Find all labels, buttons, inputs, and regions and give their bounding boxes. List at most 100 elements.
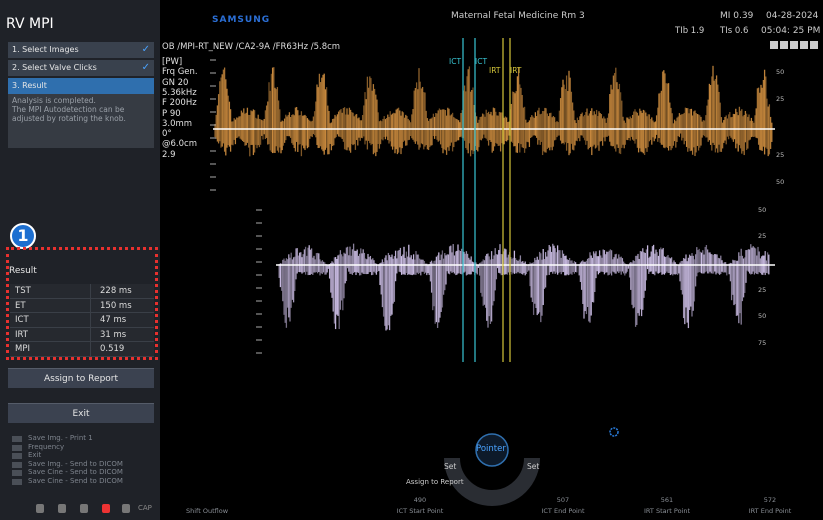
result-label: MPI bbox=[15, 344, 30, 355]
result-value: 150 ms bbox=[100, 300, 132, 311]
point-label: ICT End Point bbox=[541, 507, 585, 515]
hint-text: Save Cine - Send to DICOM bbox=[28, 468, 123, 476]
status-icon bbox=[36, 504, 44, 513]
result-label: ICT bbox=[15, 315, 29, 326]
param: Frq Gen. bbox=[162, 67, 198, 78]
param: 3.0mm bbox=[162, 118, 193, 129]
col-sep bbox=[90, 284, 91, 298]
result-title: Result bbox=[9, 266, 37, 276]
scale-label: 50 bbox=[758, 312, 767, 320]
description-line: The MPI Autodetection can be bbox=[12, 105, 125, 114]
left-panel: RV MPI 1. Select Images ✓ 2. Select Valve C… bbox=[0, 0, 160, 520]
status-icon bbox=[122, 504, 130, 513]
badge: 1 bbox=[10, 223, 36, 249]
param: @6.0cm bbox=[162, 139, 197, 150]
time: 05:04: 25 PM bbox=[761, 26, 821, 36]
point-label: ICT Start Point bbox=[396, 507, 444, 515]
dial-center-label[interactable]: Pointer bbox=[476, 444, 506, 454]
hint-text: Exit bbox=[28, 451, 42, 459]
col-sep bbox=[90, 298, 91, 313]
dial-bottom[interactable]: Assign to Report bbox=[406, 478, 464, 486]
result-row: IRT 31 ms bbox=[10, 327, 154, 343]
marker-label: IRT bbox=[510, 66, 522, 75]
dial-left[interactable]: Set bbox=[444, 462, 457, 471]
param: F 200Hz bbox=[162, 98, 197, 109]
result-row: ET 150 ms bbox=[10, 298, 154, 314]
marker-label: ICT bbox=[475, 57, 488, 66]
tis: TIs 0.6 bbox=[720, 26, 749, 36]
check-icon: ✓ bbox=[141, 44, 150, 55]
col-sep bbox=[90, 327, 91, 342]
hint-key bbox=[12, 478, 22, 485]
freeze-icon bbox=[609, 427, 619, 437]
scale-label: 25 bbox=[776, 151, 785, 159]
point-value: 507 bbox=[556, 496, 570, 504]
col-sep bbox=[90, 313, 91, 328]
dial-ring bbox=[444, 457, 540, 506]
result-value: 31 ms bbox=[100, 329, 127, 340]
step-item[interactable]: 3. Result bbox=[8, 78, 154, 94]
brand: SAMSUNG bbox=[212, 15, 271, 25]
shift-label: Shift Outflow bbox=[186, 507, 229, 515]
scale-label: 25 bbox=[758, 286, 767, 294]
param: 0° bbox=[162, 129, 172, 140]
tool-icon bbox=[800, 41, 808, 49]
highlight-box bbox=[6, 247, 158, 360]
param: [PW] bbox=[162, 57, 183, 67]
scale-label: 75 bbox=[758, 339, 767, 347]
description-line: Analysis is completed. bbox=[12, 96, 96, 105]
preset: OB /MPI-RT_NEW /CA2-9A /FR63Hz /5.8cm bbox=[162, 42, 341, 52]
step-item[interactable]: 2. Select Valve Clicks ✓ bbox=[8, 60, 154, 76]
date: 04-28-2024 bbox=[766, 11, 819, 21]
result-value: 228 ms bbox=[100, 286, 132, 296]
scale-label: 50 bbox=[758, 206, 767, 214]
hint-key bbox=[12, 436, 22, 442]
hint-text: Save Img. - Send to DICOM bbox=[28, 459, 123, 468]
hint-key bbox=[12, 444, 22, 451]
param: 5.36kHz bbox=[162, 87, 197, 98]
tool-icon bbox=[810, 41, 818, 49]
hint-text: Save Cine - Send to DICOM bbox=[28, 476, 123, 485]
tool-icon bbox=[790, 41, 798, 49]
point-value: 490 bbox=[413, 496, 427, 504]
scale-label: 25 bbox=[776, 95, 785, 103]
hint-key bbox=[12, 461, 22, 468]
button[interactable]: Assign to Report bbox=[8, 368, 154, 388]
description-line: adjusted by rotating the knob. bbox=[12, 114, 126, 123]
marker-label: IRT bbox=[489, 66, 501, 75]
col-sep bbox=[90, 342, 91, 357]
mi: MI 0.39 bbox=[720, 11, 754, 21]
status-icon bbox=[102, 504, 110, 513]
hint-text: Save Img. - Print 1 bbox=[28, 434, 93, 442]
scale-label: 25 bbox=[758, 232, 767, 240]
result-label: IRT bbox=[15, 329, 28, 340]
tool-icon bbox=[770, 41, 778, 49]
result-row: MPI 0.519 bbox=[10, 342, 154, 357]
room: Maternal Fetal Medicine Rm 3 bbox=[451, 11, 585, 21]
result-row: TST 228 ms bbox=[10, 284, 154, 299]
hint-text: Frequency bbox=[28, 442, 65, 451]
hint-key bbox=[12, 470, 22, 476]
hint-key bbox=[12, 453, 22, 459]
tib: TIb 1.9 bbox=[675, 26, 705, 36]
scale-label: 50 bbox=[776, 68, 785, 76]
param: GN 20 bbox=[162, 77, 189, 88]
point-label: IRT End Point bbox=[748, 507, 792, 515]
scale-label: 50 bbox=[776, 178, 785, 186]
status-icon bbox=[80, 504, 88, 513]
result-label: TST bbox=[15, 286, 31, 296]
button[interactable]: Exit bbox=[8, 403, 154, 423]
app-title: RV MPI bbox=[6, 16, 54, 32]
dial-right[interactable]: Set bbox=[527, 462, 540, 471]
param: P 90 bbox=[162, 108, 181, 119]
result-value: 0.519 bbox=[100, 344, 125, 355]
step-item[interactable]: 1. Select Images ✓ bbox=[8, 42, 154, 58]
marker-label: ICT bbox=[449, 57, 462, 66]
point-value: 561 bbox=[660, 496, 674, 504]
check-icon: ✓ bbox=[141, 62, 150, 73]
status-icon bbox=[58, 504, 66, 513]
dial-center bbox=[475, 433, 509, 467]
footer-cap: CAP bbox=[138, 504, 152, 512]
point-label: IRT Start Point bbox=[643, 507, 691, 515]
